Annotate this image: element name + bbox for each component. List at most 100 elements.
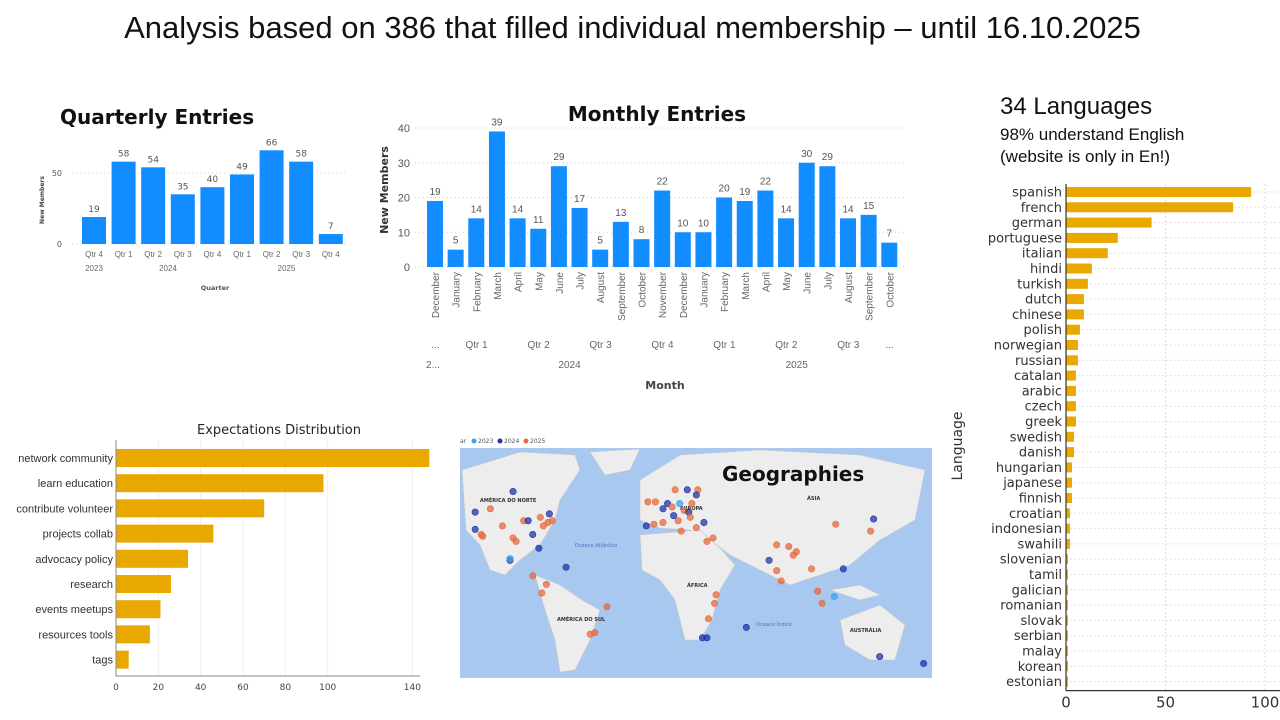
y-tick-label: arabic [1022,384,1062,399]
map-region-label: AUSTRÁLIA [850,627,882,634]
bar [1066,477,1072,488]
bar [116,625,150,644]
map-dot-2025 [807,565,815,573]
map-dot-2025 [644,498,652,506]
data-label: 14 [512,204,524,215]
bar [1066,554,1068,565]
map-dot-2024 [509,488,517,496]
map-dot-2025 [712,591,720,599]
bar [427,200,443,267]
bar [736,200,753,267]
data-label: 19 [739,187,751,198]
legend-prefix: ar [460,438,467,445]
x-tick-label: 40 [195,683,207,693]
x-quarter-label: Qtr 1 [466,340,489,351]
map-dot-2024 [742,623,750,631]
x-tick-label: December [679,271,690,318]
data-label: 66 [266,138,278,148]
map-dot-2025 [785,543,793,551]
bar [259,150,284,244]
y-tick-label: projects collab [43,529,113,541]
map-dot-2024 [471,525,479,533]
map-dot-2025 [688,500,696,508]
quarterly-entries-chart: Quarterly Entries 0 50 New Members 19 Qtr 4 58… [39,105,348,292]
y-tick-label: slovak [1020,614,1062,629]
geographies-map[interactable]: AMÉRICA DO NORTE EUROPA ÁSIA ÁFRICA AMÉRICA … [460,438,932,678]
legend-label: 2024 [504,438,519,445]
data-label: 40 [207,175,219,185]
x-tick-label: Qtr 1 [233,250,251,259]
x-quarter-label: Qtr 1 [713,340,736,351]
map-dot-2025 [486,505,494,513]
x-tick-label: 80 [280,683,292,693]
bar [318,234,343,244]
y-tick-label: dutch [1025,293,1062,308]
x-tick-label: Qtr 3 [174,250,192,259]
slide-title: Analysis based on 386 that filled indivi… [124,10,1141,45]
data-label: 58 [295,150,307,160]
map-region-label: ÁSIA [807,495,820,502]
x-tick-label: 0 [113,683,119,693]
y-tick-label: galician [1012,583,1062,598]
map-dot-2024 [876,653,884,661]
map-title: Geographies [722,462,864,486]
map-dot-2025 [814,587,822,595]
map-dot-2024 [765,556,773,564]
x-tick-label: March [741,272,752,300]
y-axis-label: New Members [378,146,391,234]
legend-marker-2024 [497,438,503,444]
y-tick-label: danish [1019,446,1062,461]
x-tick-label: October [885,271,896,307]
y-tick-label: learn education [38,478,113,490]
monthly-entries-chart: Monthly Entries 0 10 20 30 40 New Members 19 Dec… [378,102,905,392]
bar [1066,661,1068,672]
map-dot-2024 [642,522,650,530]
bar [1066,523,1070,534]
map-dot-2024 [529,531,537,539]
map-dot-2025 [671,486,679,494]
map-dot-2025 [773,567,781,575]
bar [509,218,526,267]
bar [592,249,609,267]
y-tick-label: hindi [1030,262,1062,277]
y-tick-label: polish [1024,323,1062,338]
bar [1066,401,1076,412]
data-label: 15 [863,201,875,212]
legend-marker-2023 [471,438,477,444]
x-tick-label: 140 [404,683,421,693]
map-dot-2025 [773,541,781,549]
data-label: 7 [887,229,893,240]
y-tick-label: norwegian [994,339,1062,354]
expectations-chart: Expectations Distribution 0 20 40 60 80 100 140… [16,423,430,693]
x-tick-label: August [844,272,855,303]
x-group-label: 2025 [278,264,296,273]
bar [778,218,795,267]
bar [170,194,195,244]
x-tick-label: June [555,272,566,294]
bar [1066,600,1068,611]
x-tick-label: 100 [319,683,336,693]
y-tick-label: 20 [398,193,410,205]
map-dot-2025 [586,630,594,638]
chart-title: Quarterly Entries [60,105,254,129]
map-dot-2024 [839,565,847,573]
map-dot-2025 [603,603,611,611]
map-dot-2025 [709,534,717,542]
y-tick-label: swahili [1018,537,1062,552]
x-tick-label: 100 [1251,694,1280,712]
map-dot-2024 [562,563,570,571]
x-axis-label: Month [645,379,684,392]
map-region-label: ÁFRICA [687,582,708,589]
bar [612,221,629,267]
x-tick-label: Qtr 4 [322,250,340,259]
legend-label: 2025 [530,438,545,445]
y-tick-label: italian [1022,247,1062,262]
y-tick-label: finnish [1019,492,1062,507]
x-tick-label: October [638,271,649,307]
bar [1066,508,1070,519]
bar [757,190,774,267]
x-tick-label: Qtr 3 [292,250,310,259]
x-quarter-label: Qtr 3 [589,340,612,351]
map-dot-2025 [512,537,520,545]
